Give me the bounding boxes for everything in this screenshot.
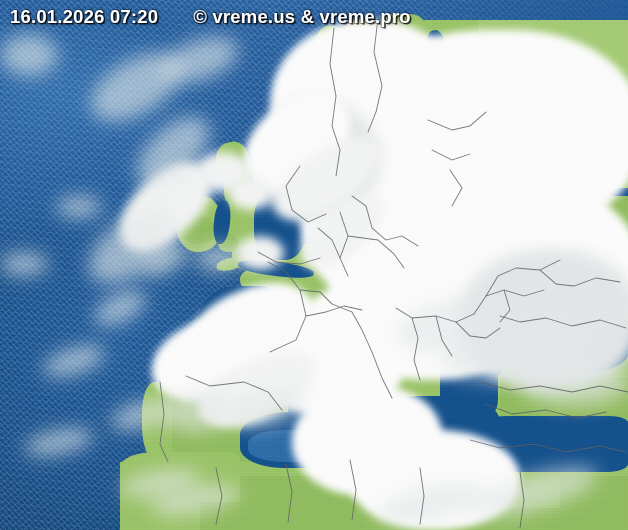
satellite-image-viewer: 16.01.2026 07:20 © vreme.us & vreme.pro — [0, 0, 628, 530]
image-grain — [0, 0, 628, 530]
